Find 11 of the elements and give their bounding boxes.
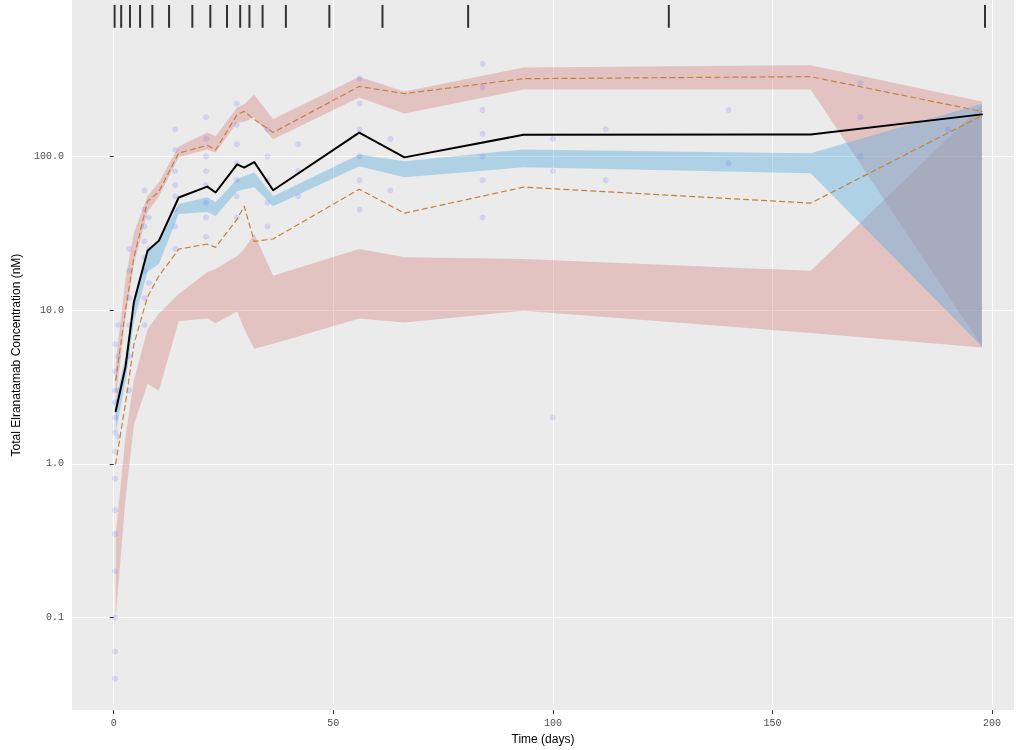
y-tick-label: 1.0 (45, 458, 64, 470)
y-tick-label: 0.1 (45, 612, 64, 624)
y-axis-title: Total Elranatamab Concentration (nM) (9, 253, 23, 457)
x-axis-title: Time (days) (511, 732, 575, 746)
x-tick-label: 200 (983, 717, 1002, 729)
x-tick-label: 150 (763, 717, 782, 729)
y-tick-label: 100.0 (33, 150, 64, 162)
x-tick-label: 100 (543, 717, 562, 729)
x-tick-label: 50 (327, 717, 340, 729)
x-tick-label: 0 (110, 717, 117, 729)
y-tick-label: 10.0 (39, 304, 64, 316)
